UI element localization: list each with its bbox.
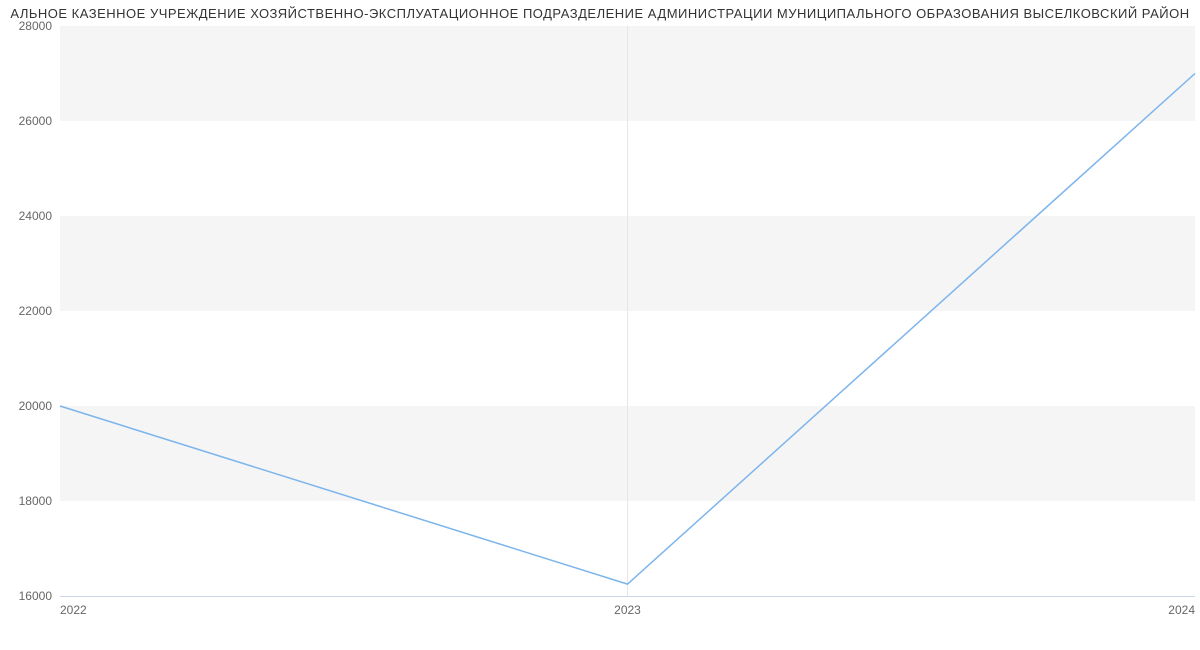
chart-area: 16000 18000 20000 22000 24000 26000 28000 2022 2… xyxy=(0,21,1200,641)
y-tick-label: 20000 xyxy=(19,399,53,413)
y-tick-label: 26000 xyxy=(19,114,53,128)
y-tick-label: 16000 xyxy=(19,589,53,603)
chart-title: АЛЬНОЕ КАЗЕННОЕ УЧРЕЖДЕНИЕ ХОЗЯЙСТВЕННО-… xyxy=(0,0,1200,21)
y-tick-label: 28000 xyxy=(19,21,53,33)
chart-svg: 16000 18000 20000 22000 24000 26000 28000 2022 2… xyxy=(0,21,1200,641)
x-tick-label: 2022 xyxy=(60,603,87,617)
y-tick-label: 24000 xyxy=(19,209,53,223)
x-tick-label: 2023 xyxy=(614,603,641,617)
y-tick-label: 22000 xyxy=(19,304,53,318)
y-tick-label: 18000 xyxy=(19,494,53,508)
x-tick-label: 2024 xyxy=(1168,603,1195,617)
